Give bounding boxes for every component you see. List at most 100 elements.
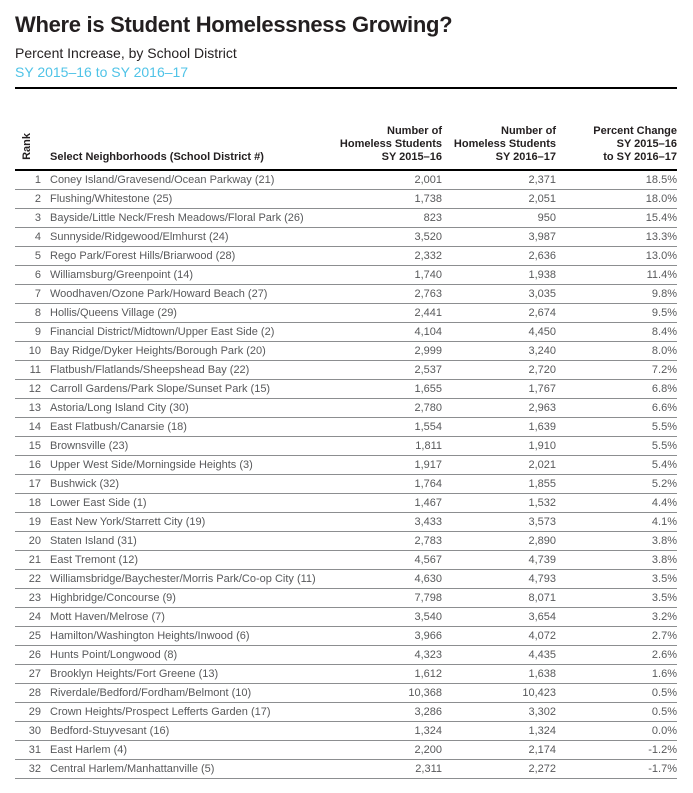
percent-change-cell: 13.0% bbox=[556, 246, 677, 266]
table-row: 1 Coney Island/Gravesend/Ocean Parkway (… bbox=[15, 170, 677, 190]
neighborhood-cell: Coney Island/Gravesend/Ocean Parkway (21… bbox=[41, 170, 330, 190]
sy1617-count-cell: 1,638 bbox=[442, 664, 556, 684]
percent-change-cell: 2.6% bbox=[556, 645, 677, 665]
sy1617-count-cell: 1,532 bbox=[442, 493, 556, 513]
table-row: 28 Riverdale/Bedford/Fordham/Belmont (10… bbox=[15, 683, 677, 703]
table-row: 13 Astoria/Long Island City (30) 2,780 2… bbox=[15, 398, 677, 418]
neighborhood-cell: Astoria/Long Island City (30) bbox=[41, 398, 330, 418]
rank-cell: 5 bbox=[15, 246, 41, 266]
sy1617-count-cell: 1,639 bbox=[442, 417, 556, 437]
sy1617-count-cell: 2,636 bbox=[442, 246, 556, 266]
percent-change-cell: -1.2% bbox=[556, 740, 677, 760]
sy1617-count-cell: 3,654 bbox=[442, 607, 556, 627]
sy1516-count-cell: 1,324 bbox=[330, 721, 442, 741]
neighborhood-cell: Williamsburg/Greenpoint (14) bbox=[41, 265, 330, 285]
sy1516-count-cell: 2,999 bbox=[330, 341, 442, 361]
sy1617-count-cell: 2,021 bbox=[442, 455, 556, 475]
table-row: 11 Flatbush/Flatlands/Sheepshead Bay (22… bbox=[15, 360, 677, 380]
rank-cell: 18 bbox=[15, 493, 41, 513]
sy1617-count-cell: 3,573 bbox=[442, 512, 556, 532]
table-row: 6 Williamsburg/Greenpoint (14) 1,740 1,9… bbox=[15, 265, 677, 285]
table-row: 5 Rego Park/Forest Hills/Briarwood (28) … bbox=[15, 246, 677, 266]
sy1617-count-cell: 1,938 bbox=[442, 265, 556, 285]
page-subtitle: Percent Increase, by School District bbox=[15, 45, 237, 61]
sy1617-count-cell: 4,435 bbox=[442, 645, 556, 665]
table-row: 16 Upper West Side/Morningside Heights (… bbox=[15, 455, 677, 475]
percent-change-cell: 0.5% bbox=[556, 683, 677, 703]
neighborhood-cell: Williamsbridge/Baychester/Morris Park/Co… bbox=[41, 569, 330, 589]
sy1516-count-cell: 3,520 bbox=[330, 227, 442, 247]
rank-cell: 11 bbox=[15, 360, 41, 380]
rank-cell: 13 bbox=[15, 398, 41, 418]
sy1516-count-cell: 2,763 bbox=[330, 284, 442, 304]
sy1516-count-cell: 7,798 bbox=[330, 588, 442, 608]
sy1516-count-cell: 4,104 bbox=[330, 322, 442, 342]
sy1516-count-cell: 2,783 bbox=[330, 531, 442, 551]
sy1516-count-cell: 2,332 bbox=[330, 246, 442, 266]
table-row: 8 Hollis/Queens Village (29) 2,441 2,674… bbox=[15, 303, 677, 323]
neighborhood-cell: Mott Haven/Melrose (7) bbox=[41, 607, 330, 627]
percent-change-cell: 11.4% bbox=[556, 265, 677, 285]
sy1516-count-cell: 3,433 bbox=[330, 512, 442, 532]
neighborhood-cell: Brownsville (23) bbox=[41, 436, 330, 456]
rank-cell: 10 bbox=[15, 341, 41, 361]
percent-change-cell: 3.5% bbox=[556, 588, 677, 608]
table-row: 25 Hamilton/Washington Heights/Inwood (6… bbox=[15, 626, 677, 646]
column-header-neighborhood: Select Neighborhoods (School District #) bbox=[41, 89, 330, 171]
neighborhood-cell: Crown Heights/Prospect Lefferts Garden (… bbox=[41, 702, 330, 722]
rank-cell: 27 bbox=[15, 664, 41, 684]
neighborhood-cell: Staten Island (31) bbox=[41, 531, 330, 551]
percent-change-cell: 5.5% bbox=[556, 417, 677, 437]
sy1617-count-cell: 4,072 bbox=[442, 626, 556, 646]
neighborhood-cell: East Flatbush/Canarsie (18) bbox=[41, 417, 330, 437]
rank-cell: 19 bbox=[15, 512, 41, 532]
neighborhood-cell: Financial District/Midtown/Upper East Si… bbox=[41, 322, 330, 342]
sy1516-count-cell: 2,537 bbox=[330, 360, 442, 380]
percent-change-cell: 18.0% bbox=[556, 189, 677, 209]
percent-change-cell: 9.8% bbox=[556, 284, 677, 304]
sy1617-count-cell: 1,324 bbox=[442, 721, 556, 741]
sy1617-count-cell: 2,720 bbox=[442, 360, 556, 380]
table-row: 27 Brooklyn Heights/Fort Greene (13) 1,6… bbox=[15, 664, 677, 684]
neighborhood-cell: Bay Ridge/Dyker Heights/Borough Park (20… bbox=[41, 341, 330, 361]
neighborhood-cell: Flatbush/Flatlands/Sheepshead Bay (22) bbox=[41, 360, 330, 380]
rank-cell: 1 bbox=[15, 170, 41, 190]
sy1516-count-cell: 4,630 bbox=[330, 569, 442, 589]
rank-cell: 25 bbox=[15, 626, 41, 646]
sy1516-count-cell: 1,467 bbox=[330, 493, 442, 513]
neighborhood-cell: Woodhaven/Ozone Park/Howard Beach (27) bbox=[41, 284, 330, 304]
rank-cell: 9 bbox=[15, 322, 41, 342]
column-header-percent-change: Percent Change SY 2015–16 to SY 2016–17 bbox=[556, 89, 677, 171]
sy1617-count-cell: 2,963 bbox=[442, 398, 556, 418]
percent-change-cell: 5.5% bbox=[556, 436, 677, 456]
neighborhood-cell: Hollis/Queens Village (29) bbox=[41, 303, 330, 323]
neighborhood-cell: Sunnyside/Ridgewood/Elmhurst (24) bbox=[41, 227, 330, 247]
sy1617-count-cell: 1,855 bbox=[442, 474, 556, 494]
percent-change-cell: 6.6% bbox=[556, 398, 677, 418]
homelessness-table: Rank Select Neighborhoods (School Distri… bbox=[15, 89, 677, 779]
header-row: Rank Select Neighborhoods (School Distri… bbox=[15, 89, 677, 171]
percent-change-cell: 9.5% bbox=[556, 303, 677, 323]
rank-cell: 4 bbox=[15, 227, 41, 247]
percent-change-cell: 18.5% bbox=[556, 170, 677, 190]
percent-change-cell: 4.4% bbox=[556, 493, 677, 513]
column-header-rank: Rank bbox=[15, 89, 41, 171]
rank-cell: 20 bbox=[15, 531, 41, 551]
rank-cell: 30 bbox=[15, 721, 41, 741]
rank-cell: 29 bbox=[15, 702, 41, 722]
neighborhood-cell: East Harlem (4) bbox=[41, 740, 330, 760]
sy1617-count-cell: 4,739 bbox=[442, 550, 556, 570]
table-row: 2 Flushing/Whitestone (25) 1,738 2,051 1… bbox=[15, 189, 677, 209]
neighborhood-cell: Central Harlem/Manhattanville (5) bbox=[41, 759, 330, 779]
percent-change-cell: 3.2% bbox=[556, 607, 677, 627]
neighborhood-cell: Hamilton/Washington Heights/Inwood (6) bbox=[41, 626, 330, 646]
neighborhood-cell: East New York/Starrett City (19) bbox=[41, 512, 330, 532]
percent-change-cell: 5.4% bbox=[556, 455, 677, 475]
table-row: 10 Bay Ridge/Dyker Heights/Borough Park … bbox=[15, 341, 677, 361]
table-row: 15 Brownsville (23) 1,811 1,910 5.5% bbox=[15, 436, 677, 456]
table-row: 14 East Flatbush/Canarsie (18) 1,554 1,6… bbox=[15, 417, 677, 437]
sy1617-count-cell: 2,174 bbox=[442, 740, 556, 760]
neighborhood-cell: Bedford-Stuyvesant (16) bbox=[41, 721, 330, 741]
rank-cell: 17 bbox=[15, 474, 41, 494]
